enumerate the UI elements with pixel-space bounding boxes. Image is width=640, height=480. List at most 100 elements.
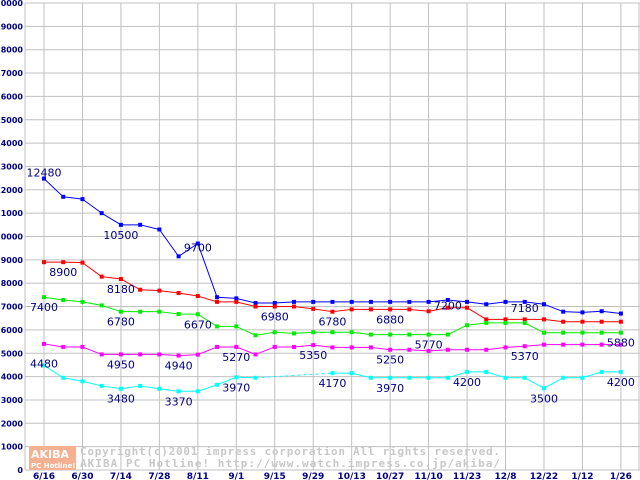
y-tick-label: 6000: [1, 326, 24, 335]
series-cyan-point: [484, 369, 489, 374]
data-label: 5350: [299, 349, 327, 362]
series-red-point: [215, 299, 220, 304]
series-magenta-point: [272, 344, 277, 349]
data-label: 6880: [376, 313, 404, 326]
data-label: 4200: [453, 376, 481, 389]
series-cyan-point: [195, 389, 200, 394]
series-green-point: [118, 309, 123, 314]
series-red-segment: [159, 290, 179, 294]
series-red-point: [311, 306, 316, 311]
series-green-point: [138, 309, 143, 314]
series-blue-segment: [82, 198, 102, 214]
series-blue-point: [157, 227, 162, 232]
series-blue-segment: [197, 243, 218, 298]
series-blue-point: [311, 299, 316, 304]
series-blue-point: [61, 194, 66, 199]
data-label: 6780: [107, 316, 135, 329]
series-cyan-segment: [582, 371, 602, 379]
series-magenta-segment: [43, 343, 64, 348]
series-blue-point: [291, 299, 296, 304]
series-cyan-point: [388, 375, 393, 380]
series-magenta-segment: [236, 346, 256, 355]
series-blue-segment: [582, 310, 602, 313]
series-green-segment: [447, 324, 468, 336]
series-red-point: [484, 317, 489, 322]
series-red-segment: [197, 295, 218, 303]
series-cyan-segment: [101, 385, 121, 390]
series-cyan-segment: [447, 371, 468, 379]
x-tick-label: 10/13: [338, 472, 366, 480]
series-green-point: [311, 330, 316, 335]
series-cyan-segment: [140, 385, 160, 390]
series-cyan-segment: [543, 377, 564, 389]
series-red-point: [426, 309, 431, 314]
series-green-segment: [82, 301, 102, 306]
series-cyan-point: [541, 386, 546, 391]
series-blue-point: [388, 299, 393, 304]
series-red-point: [99, 274, 104, 279]
series-cyan-segment: [255, 372, 333, 379]
series-magenta-point: [465, 347, 470, 352]
series-magenta-point: [330, 345, 335, 350]
series-magenta-segment: [428, 349, 448, 352]
series-red-point: [176, 291, 181, 296]
series-blue-point: [561, 309, 566, 314]
series-green-point: [426, 332, 431, 337]
series-magenta-segment: [409, 349, 429, 352]
series-cyan-segment: [43, 364, 64, 379]
series-green-point: [407, 332, 412, 337]
series-blue-point: [330, 299, 335, 304]
series-red-segment: [120, 278, 141, 291]
series-blue-segment: [524, 301, 545, 305]
series-red-point: [157, 288, 162, 293]
series-cyan-point: [253, 375, 258, 380]
series-blue-point: [138, 222, 143, 227]
watermark: AKIBA PC Hotline! Copyright(c)2001 impre…: [29, 445, 500, 470]
y-tick-label: 9000: [1, 256, 24, 265]
y-tick-label: 20000: [0, 0, 23, 8]
series-blue-segment: [543, 303, 564, 313]
series-magenta-point: [388, 347, 393, 352]
series-blue-segment: [217, 296, 237, 299]
series-cyan-point: [503, 375, 508, 380]
series-red-segment: [409, 308, 429, 312]
data-label: 7180: [511, 302, 539, 315]
x-tick-label: 6/16: [33, 472, 55, 480]
x-tick-label: 12/8: [494, 472, 516, 480]
series-blue-point: [445, 298, 450, 303]
series-cyan-point: [138, 383, 143, 388]
series-green-point: [368, 332, 373, 337]
series-cyan-point: [330, 371, 335, 376]
series-red-point: [272, 304, 277, 309]
series-green-segment: [43, 296, 64, 301]
series-red-point: [368, 307, 373, 312]
y-tick-label: 11000: [0, 209, 23, 218]
series-blue-segment: [601, 310, 621, 315]
data-label: 4940: [165, 360, 193, 373]
series-cyan-segment: [351, 372, 372, 379]
data-label: 12480: [27, 167, 62, 180]
series-cyan-point: [234, 375, 239, 380]
series-cyan-segment: [486, 371, 506, 379]
series-cyan-point: [42, 363, 46, 368]
y-tick-label: 13000: [0, 162, 23, 171]
series-cyan-point: [157, 386, 162, 391]
series-red-segment: [466, 307, 487, 320]
x-tick-label: 1/12: [571, 472, 593, 480]
series-green-point: [522, 320, 527, 325]
series-red-point: [580, 319, 585, 324]
series-blue-segment: [101, 212, 122, 226]
data-label: 3970: [222, 381, 250, 394]
y-tick-label: 0: [17, 466, 23, 475]
logo-pc-hotline: PC Hotline!: [31, 462, 75, 470]
series-magenta-point: [541, 342, 546, 347]
series-blue-segment: [447, 299, 468, 303]
series-magenta-segment: [313, 344, 333, 348]
series-magenta-point: [618, 342, 623, 347]
series-cyan-point: [99, 383, 104, 388]
data-label: 4170: [318, 377, 346, 390]
series-cyan-point: [618, 369, 623, 374]
series-red-segment: [313, 308, 333, 313]
x-tick-label: 6/30: [71, 472, 93, 480]
data-labels: 12480 10500 9700 7180 8900 8180 6980 6780 6880 72…: [27, 167, 635, 409]
